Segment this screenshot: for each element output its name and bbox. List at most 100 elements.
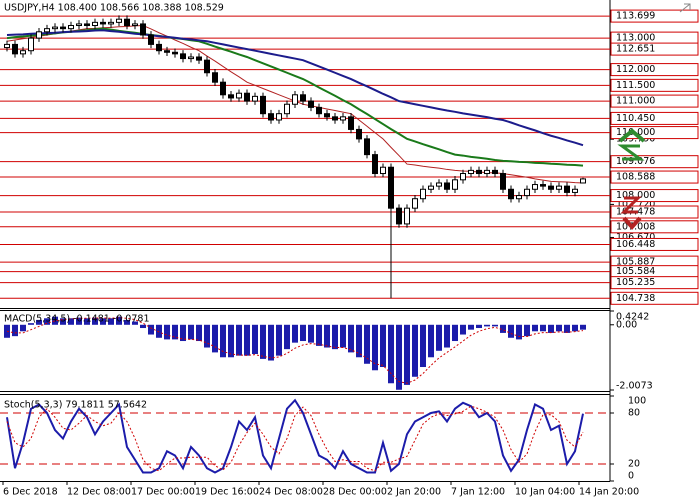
level-label: 111.500 (616, 80, 655, 91)
x-tick-label: 17 Dec 00:00 (131, 487, 195, 498)
x-tick-label: 14 Jan 20:00 (579, 487, 639, 498)
macd-bar (324, 324, 330, 348)
candle-body (212, 72, 218, 83)
macd-bar (76, 317, 82, 325)
y-tick-label: 107.720 (616, 199, 655, 210)
level-label-box (610, 276, 699, 290)
candle-body (468, 169, 474, 175)
candle-body (132, 23, 138, 27)
level-label: 110.450 (616, 113, 655, 124)
level-label-box (610, 9, 699, 23)
plot-area: 109.790 107.720 106.670 113.699 113.000112.6… (0, 9, 699, 498)
macd-bar (492, 324, 498, 327)
candle-body (4, 43, 10, 49)
stoch-title: Stoch(5,3,3) 79.1811 57.5642 (4, 400, 147, 411)
macd-bar (164, 324, 170, 340)
candle-body (180, 53, 186, 60)
y-tick-label: -2.0073 (616, 381, 653, 392)
macd-bar (236, 324, 242, 356)
macd-bar (452, 324, 458, 342)
candle-body (188, 56, 194, 60)
macd-bar (516, 324, 522, 340)
candle-body (268, 113, 274, 121)
candle-body (148, 34, 154, 45)
candle-body (28, 37, 34, 52)
level-label: 112.651 (616, 44, 655, 55)
macd-bar (500, 324, 506, 333)
macd-bar (12, 324, 18, 337)
level-label: 105.235 (616, 277, 655, 288)
macd-bar (476, 324, 482, 329)
x-tick-label: 12 Dec 08:00 (67, 487, 131, 498)
candle-body (292, 94, 298, 105)
candle-body (524, 188, 530, 197)
indicator-line (6, 398, 584, 474)
macd-bar (412, 324, 418, 377)
candle-body (84, 23, 90, 27)
candle-body (100, 21, 106, 25)
candle-body (44, 28, 50, 33)
candle-body (556, 185, 562, 190)
candle-body (196, 56, 202, 61)
macd-bar (84, 318, 90, 325)
y-tick-label: 100 (628, 396, 646, 407)
candle-body (252, 95, 258, 102)
level-label-box (610, 111, 699, 125)
candle-body (236, 92, 242, 99)
macd-bar (356, 324, 362, 358)
chart-title: USDJPY,H4 108.400 108.566 108.388 108.52… (4, 3, 224, 14)
level-label: 105.887 (616, 257, 655, 268)
level-label-box (610, 94, 699, 108)
candle-body (380, 166, 386, 175)
candle-body (356, 128, 362, 140)
candle-body (412, 198, 418, 209)
macd-bar (460, 324, 466, 335)
macd-bar (188, 324, 194, 340)
candle-body (204, 59, 210, 74)
candle-body (276, 113, 282, 121)
macd-bar (60, 318, 66, 325)
candle-body (540, 184, 546, 187)
macd-bar (124, 319, 130, 325)
candle-body (516, 195, 522, 200)
level-label-box (610, 78, 699, 92)
level-label: 108.588 (616, 172, 655, 183)
candle-body (300, 94, 306, 102)
macd-bar (268, 324, 274, 361)
macd-bar (196, 324, 202, 342)
indicator-line (6, 29, 584, 147)
y-tick-label: 109.790 (616, 134, 655, 145)
candle-body (460, 173, 466, 181)
candle-body (508, 188, 514, 200)
macd-bar (204, 324, 210, 348)
candle-body (372, 154, 378, 175)
x-tick-label: 28 Dec 00:00 (323, 487, 387, 498)
macd-bar (340, 324, 346, 348)
macd-bar (524, 324, 530, 337)
level-label: 106.448 (616, 239, 655, 250)
macd-bar (116, 316, 122, 325)
macd-bar (260, 324, 266, 359)
macd-bar (284, 324, 290, 350)
candle-body (76, 23, 82, 27)
level-label: 111.000 (616, 96, 655, 107)
candle-body (476, 169, 482, 175)
candle-body (500, 173, 506, 190)
candle-body (548, 185, 554, 190)
level-label-box (610, 205, 699, 219)
candle-body (332, 116, 338, 121)
macd-bar (68, 318, 74, 325)
candle-body (580, 178, 586, 184)
macd-bar (308, 324, 314, 343)
level-label: 108.000 (616, 190, 655, 201)
level-label-box (610, 63, 699, 77)
macd-bar (316, 324, 322, 346)
indicator-line (6, 27, 584, 167)
level-label-box (610, 170, 699, 184)
y-tick-label: 80 (628, 408, 640, 419)
candle-body (444, 182, 450, 190)
candle-body (172, 51, 178, 55)
candle-body (36, 31, 42, 39)
macd-bar (108, 318, 114, 325)
